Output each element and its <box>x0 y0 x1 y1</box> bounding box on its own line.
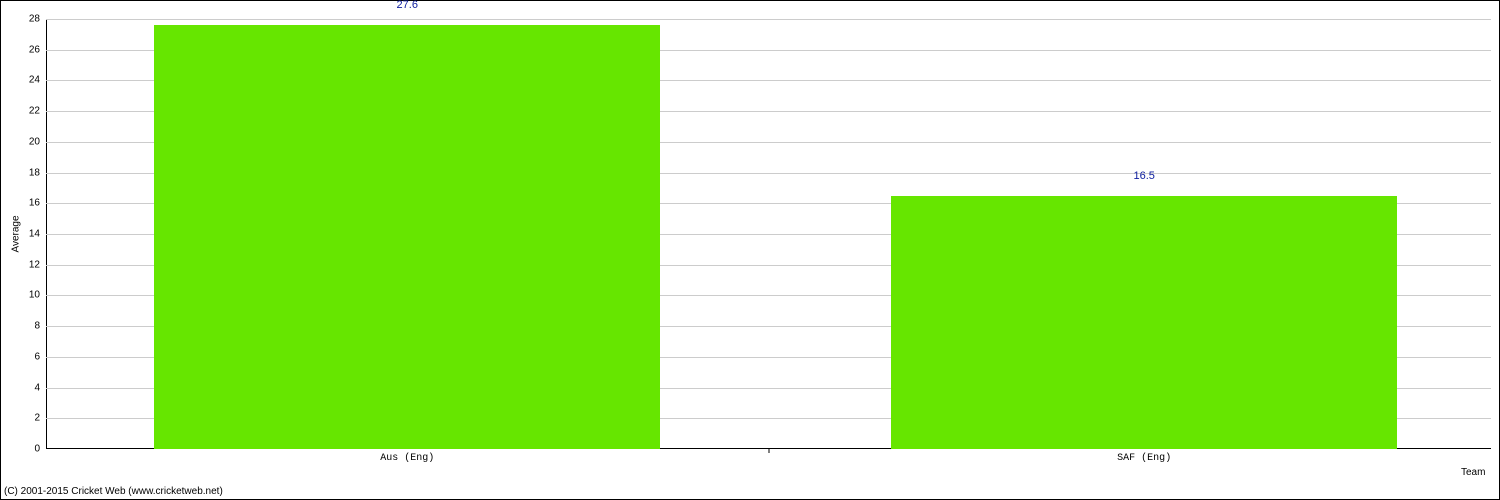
y-tick-label: 16 <box>29 198 46 209</box>
bar <box>891 196 1397 449</box>
bar-value-label: 16.5 <box>1133 170 1154 182</box>
y-tick-label: 24 <box>29 75 46 86</box>
x-axis-title: Team <box>1461 467 1485 478</box>
y-tick-label: 8 <box>34 321 46 332</box>
y-gridline <box>46 19 1491 20</box>
x-category-label: SAF (Eng) <box>1117 449 1171 464</box>
y-axis-title: Average <box>11 215 22 252</box>
y-tick-label: 22 <box>29 106 46 117</box>
bar-value-label: 27.6 <box>397 0 418 11</box>
x-center-tick <box>768 449 769 453</box>
x-category-label: Aus (Eng) <box>380 449 434 464</box>
y-tick-label: 4 <box>34 382 46 393</box>
y-tick-label: 12 <box>29 259 46 270</box>
bar <box>154 25 660 449</box>
y-tick-label: 28 <box>29 14 46 25</box>
y-tick-label: 10 <box>29 290 46 301</box>
y-tick-label: 14 <box>29 229 46 240</box>
y-tick-label: 2 <box>34 413 46 424</box>
y-tick-label: 20 <box>29 136 46 147</box>
plot-area: 024681012141618202224262827.6Aus (Eng)16… <box>46 19 1491 449</box>
y-tick-label: 26 <box>29 44 46 55</box>
y-tick-label: 18 <box>29 167 46 178</box>
y-tick-label: 6 <box>34 351 46 362</box>
chart-frame: 024681012141618202224262827.6Aus (Eng)16… <box>0 0 1500 500</box>
copyright-text: (C) 2001-2015 Cricket Web (www.cricketwe… <box>4 486 223 497</box>
y-tick-label: 0 <box>34 444 46 455</box>
